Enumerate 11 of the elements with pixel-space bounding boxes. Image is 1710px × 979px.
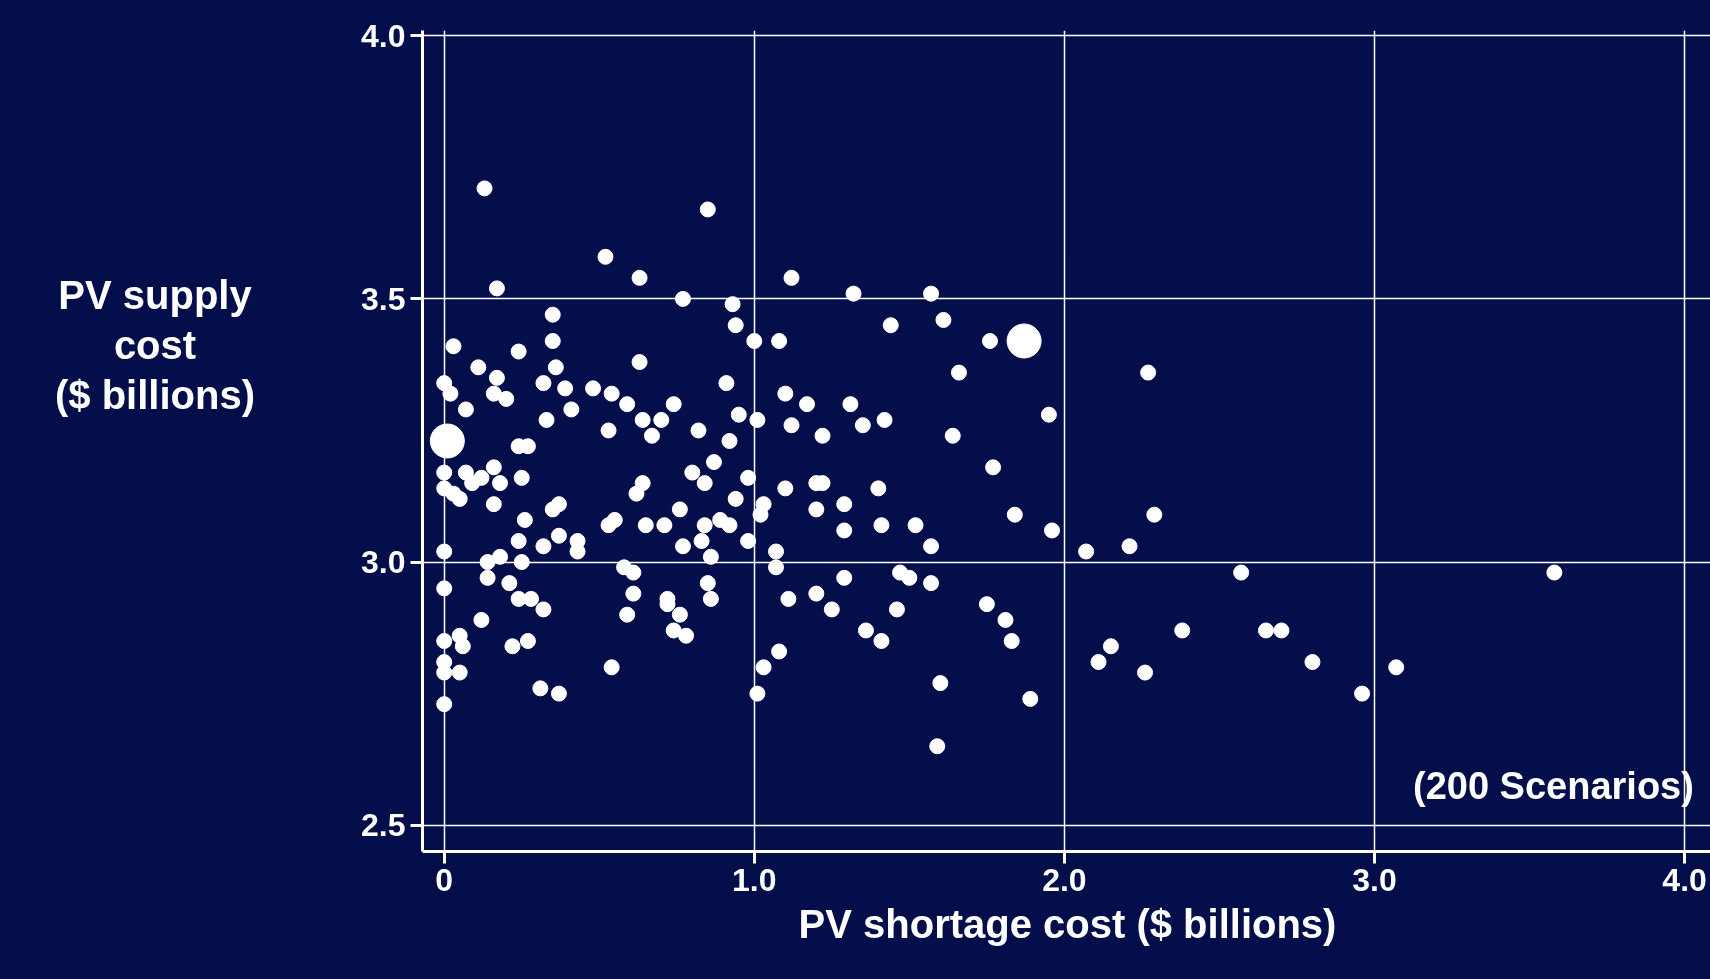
- x-tick-label: 0: [435, 861, 454, 898]
- y-tick-label: 3.5: [361, 280, 406, 317]
- y-tick-label: 3.0: [361, 544, 406, 581]
- x-axis-title: PV shortage cost ($ billions): [798, 901, 1337, 946]
- x-tick-label: 2.0: [1042, 861, 1087, 898]
- x-tick-label: 4.0: [1662, 861, 1707, 898]
- y-tick-label: 2.5: [361, 807, 406, 844]
- x-tick-label: 3.0: [1352, 861, 1397, 898]
- x-tick-label: 1.0: [732, 861, 777, 898]
- y-tick-label: 4.0: [361, 17, 406, 54]
- y-axis-title: PV supply cost ($ billions): [55, 272, 255, 419]
